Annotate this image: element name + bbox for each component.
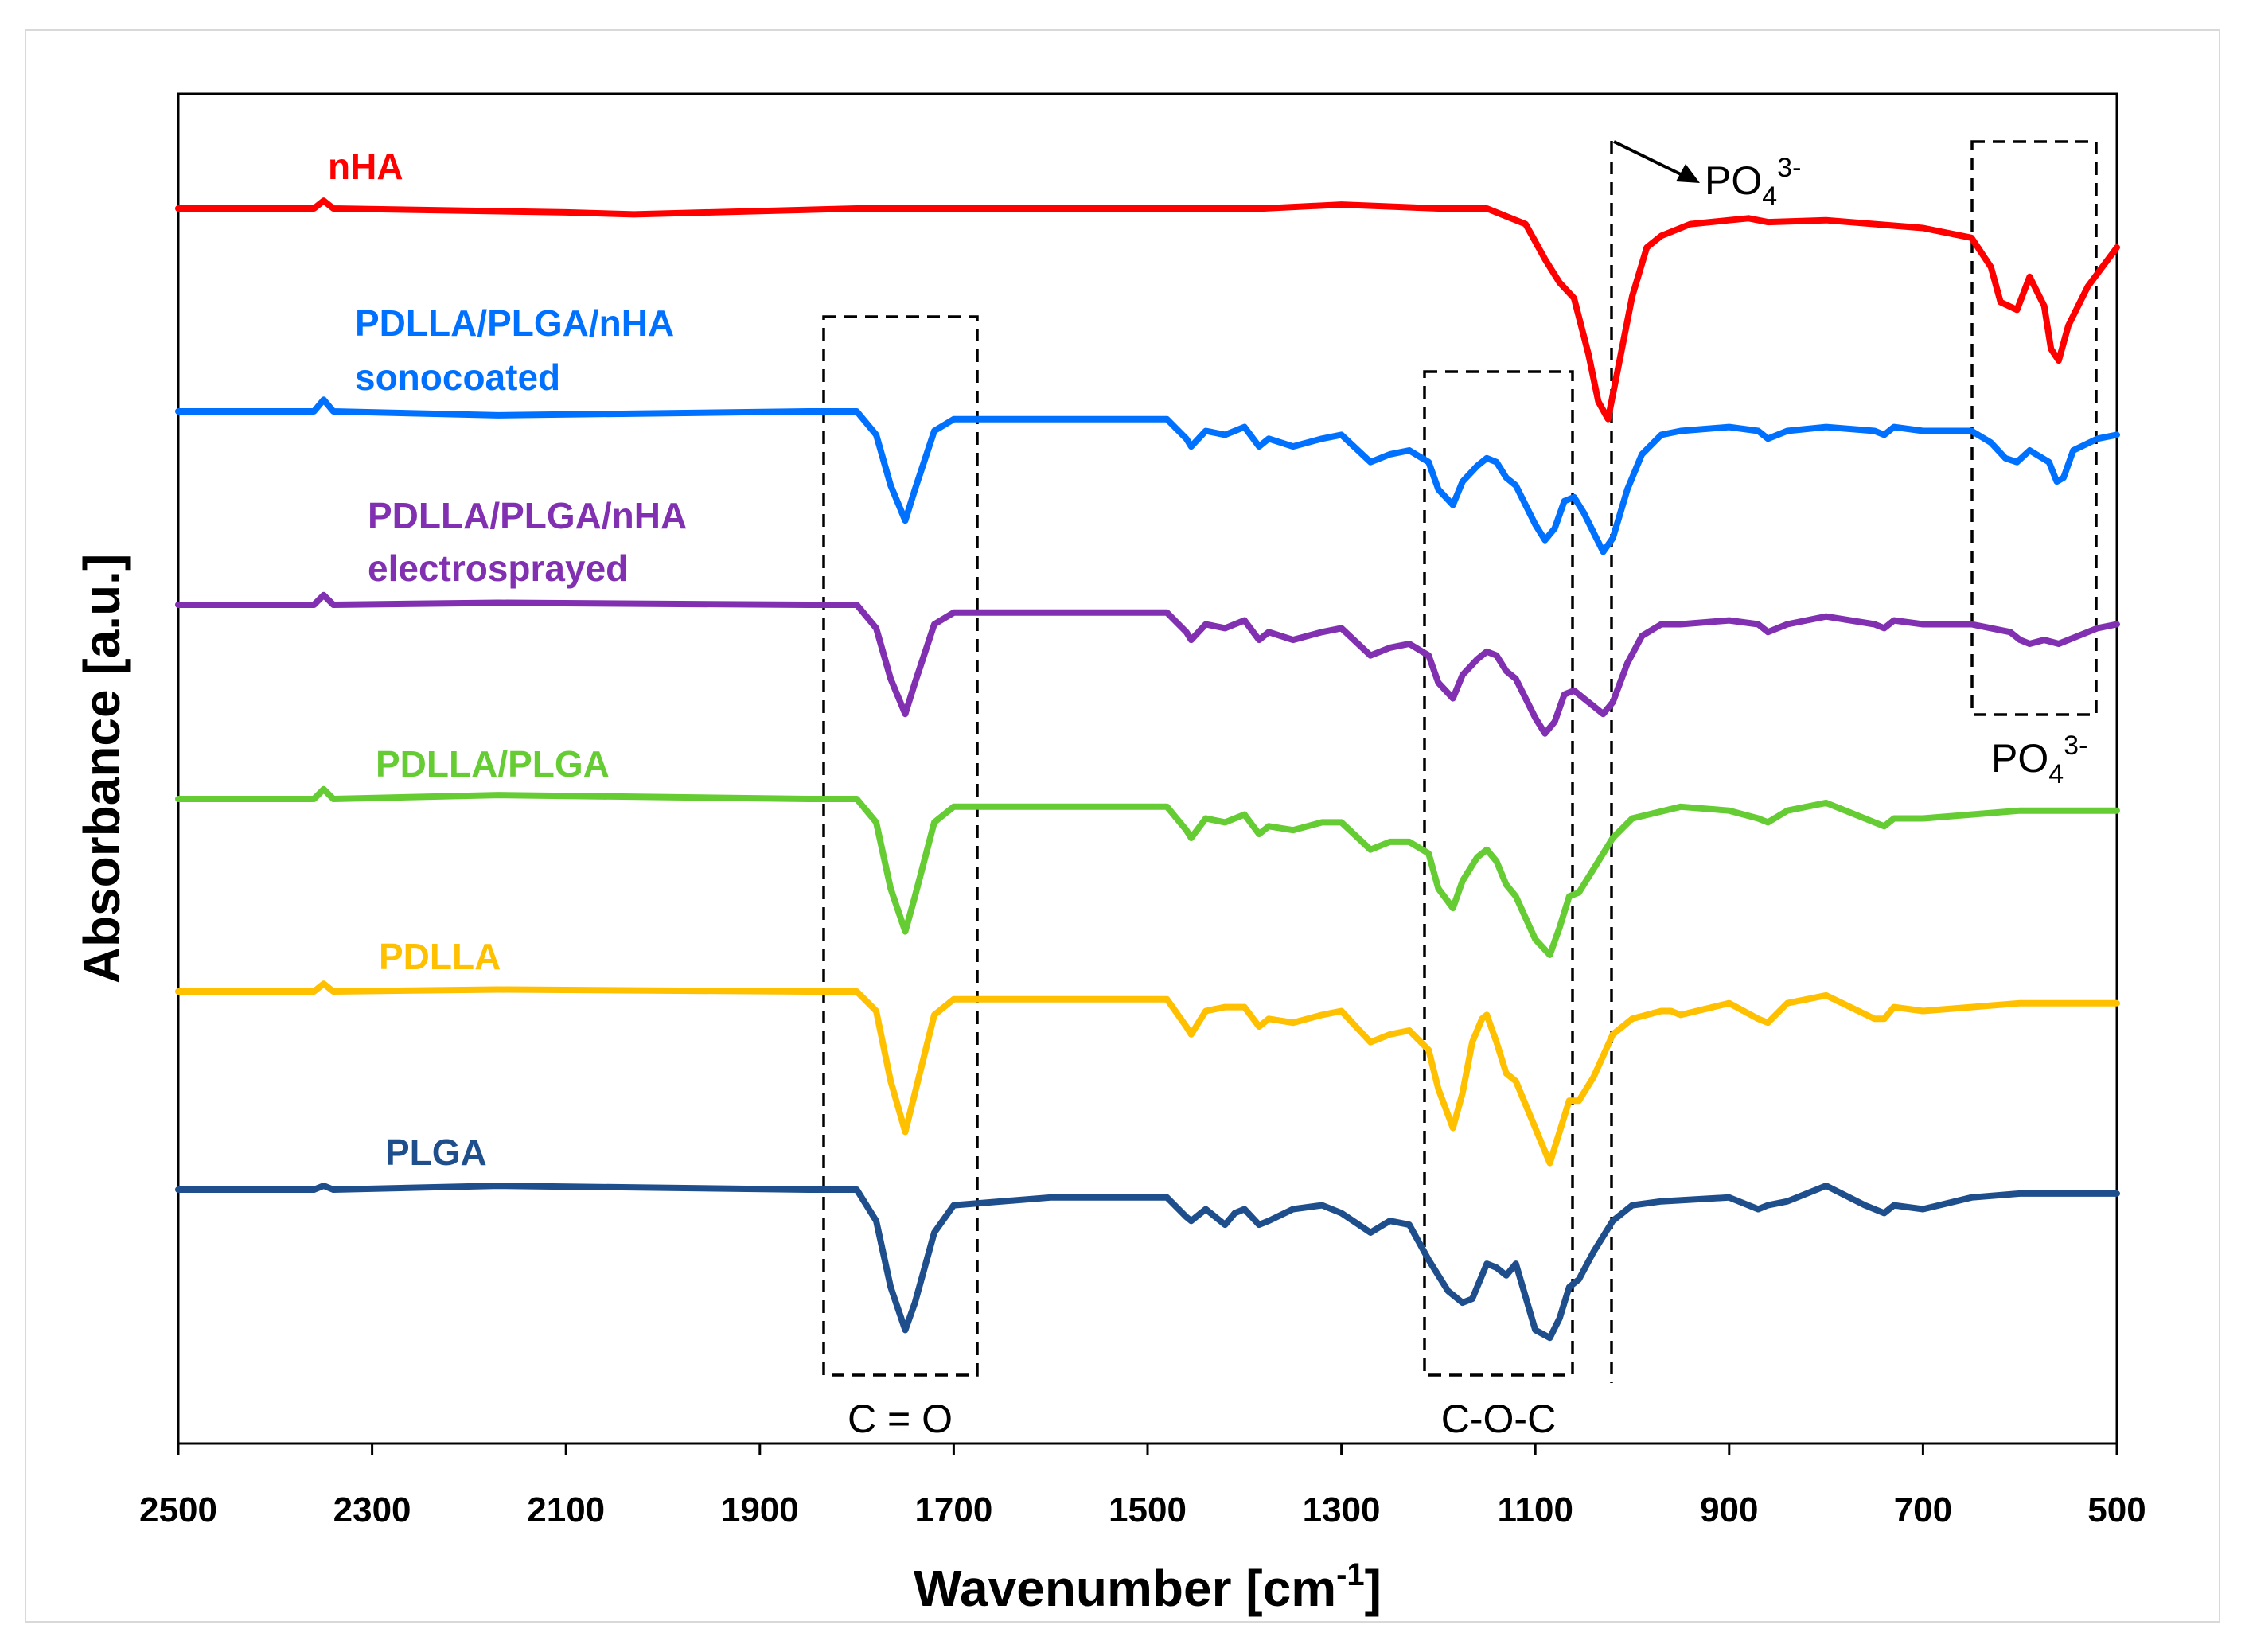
x-tick-label-2500: 2500 xyxy=(139,1490,217,1529)
x-tick-label-700: 700 xyxy=(1894,1490,1952,1529)
series-line-pdlla-plga-nha-electrosprayed xyxy=(175,591,2120,737)
series-line-plga xyxy=(175,1183,2120,1342)
series-label-sonocoated-line2: sonocoated xyxy=(355,357,560,398)
series-line-pdlla xyxy=(175,980,2120,1167)
series-label-pdlla: PDLLA xyxy=(379,936,501,977)
series-label-electrosprayed-line2: electrosprayed xyxy=(368,547,628,589)
carbonyl-box xyxy=(822,315,979,1377)
coc-box xyxy=(1423,370,1574,1377)
series-label-pdlla-plga: PDLLA/PLGA xyxy=(376,743,610,785)
series-label-electrosprayed-line1: PDLLA/PLGA/nHA xyxy=(368,495,687,536)
annotation-boxes xyxy=(822,140,2098,1383)
x-tick-label-1300: 1300 xyxy=(1303,1490,1381,1529)
x-tick-label-1900: 1900 xyxy=(721,1490,799,1529)
series-line-nha xyxy=(175,197,2120,423)
y-axis-title: Absorbance [a.u.] xyxy=(73,554,131,984)
x-tick-label-900: 900 xyxy=(1700,1490,1758,1529)
figure-frame xyxy=(25,29,2220,1623)
series-line-pdlla-plga-nha-sonocoated xyxy=(175,396,2120,555)
phosphate-right-label: PO43- xyxy=(1991,731,2087,789)
spectra xyxy=(175,197,2120,1342)
phosphate-arrowhead xyxy=(1676,164,1700,183)
annotations: C = O C-O-C PO43- PO43- xyxy=(848,140,2087,1441)
x-tick-label-2100: 2100 xyxy=(527,1490,605,1529)
x-axis-title: Wavenumber [cm-1] xyxy=(914,1557,1382,1617)
series-label-plga: PLGA xyxy=(385,1132,487,1173)
phosphate-top-label: PO43- xyxy=(1705,153,1801,212)
series-label-sonocoated-line1: PDLLA/PLGA/nHA xyxy=(355,302,674,344)
series-line-pdlla-plga xyxy=(175,785,2120,958)
phosphate-arrow xyxy=(1613,140,1686,178)
x-tick-label-1700: 1700 xyxy=(914,1490,992,1529)
series-labels: nHA PDLLA/PLGA/nHA sonocoated PDLLA/PLGA… xyxy=(328,146,687,1173)
x-tick-label-2300: 2300 xyxy=(333,1490,411,1529)
x-axis: 2500 2300 2100 1900 1700 1500 1300 1100 900 700 50… xyxy=(139,1444,2146,1529)
series-label-nha: nHA xyxy=(328,146,403,187)
x-tick-label-500: 500 xyxy=(2087,1490,2146,1529)
x-tick-label-1100: 1100 xyxy=(1497,1490,1573,1529)
coc-label: C-O-C xyxy=(1441,1397,1556,1441)
x-tick-label-1500: 1500 xyxy=(1109,1490,1187,1529)
carbonyl-label: C = O xyxy=(848,1397,953,1441)
